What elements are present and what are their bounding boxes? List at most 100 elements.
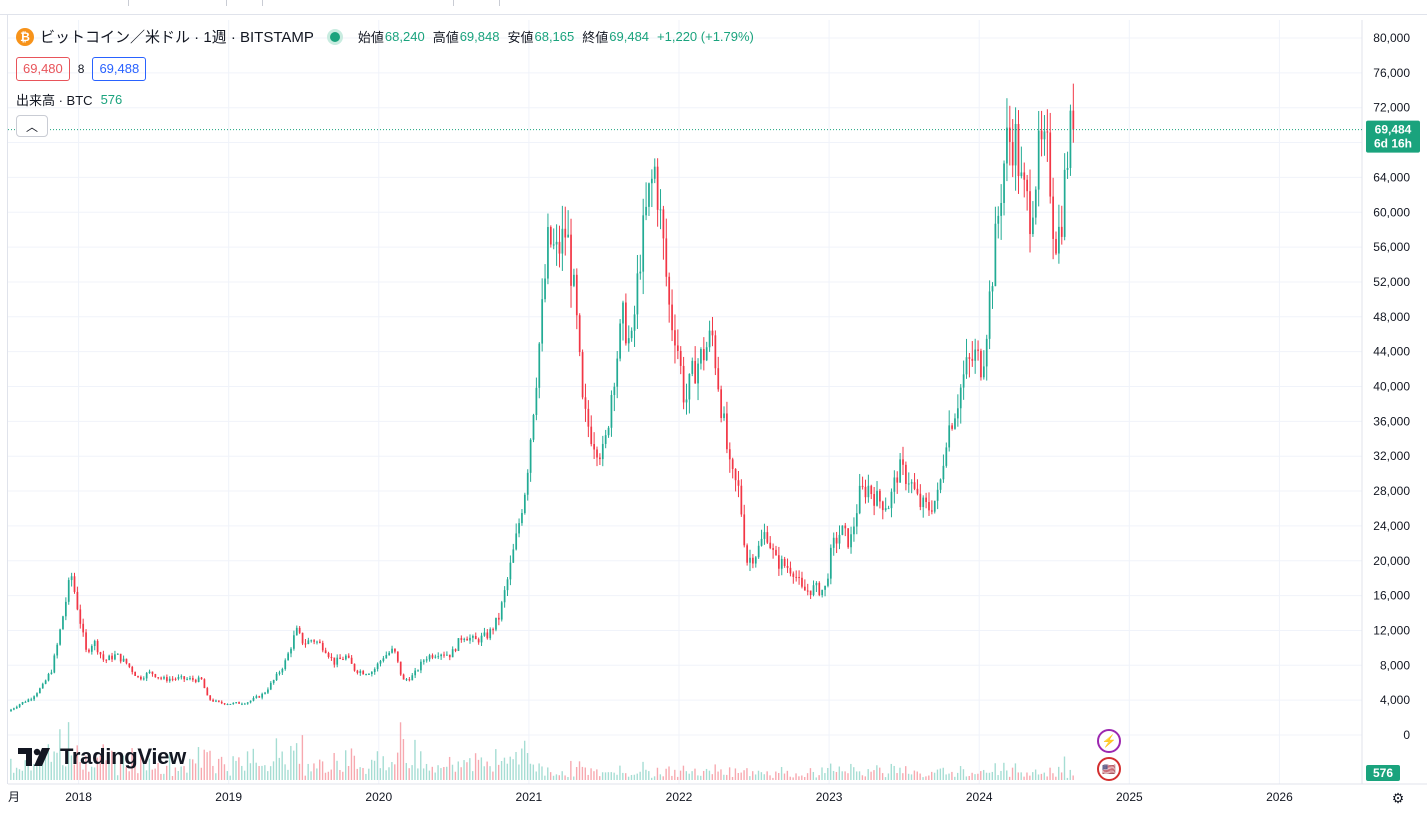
candle-body [370, 671, 373, 674]
candle-body [85, 632, 87, 650]
candle-body [847, 528, 850, 548]
sell-price-button[interactable]: 69,480 [16, 57, 70, 81]
volume-bar [258, 765, 260, 780]
symbol-title[interactable]: ビットコイン／米ドル · 1週 · BITSTAMP [40, 29, 314, 46]
candle-body [578, 315, 581, 353]
volume-bar [549, 772, 552, 780]
event-us-flag-icon[interactable]: 🇺🇸 [1097, 757, 1121, 781]
candle-body [555, 241, 558, 245]
candle-body [792, 573, 795, 577]
x-axis-tick-label: 2019 [215, 790, 242, 804]
candle-body [53, 655, 56, 673]
candle-body [1023, 172, 1026, 180]
candle-body [301, 632, 304, 644]
volume-bar [526, 753, 529, 780]
change-value: +1,220 (+1.79%) [657, 29, 754, 44]
volume-bar [148, 758, 151, 780]
volume-bar [431, 766, 433, 780]
volume-bar [177, 770, 179, 780]
chart-settings-gear-icon[interactable]: ⚙ [1391, 789, 1405, 806]
candle-body [59, 629, 61, 645]
volume-bar [229, 775, 231, 780]
candle-body [916, 488, 919, 494]
candle-body [278, 672, 281, 674]
volume-bar [509, 756, 511, 780]
volume-label[interactable]: 出来高 · BTC [16, 93, 93, 108]
volume-bar [754, 774, 757, 780]
volume-bar [1008, 776, 1011, 780]
volume-bar [910, 774, 913, 780]
volume-bar [388, 767, 390, 780]
volume-bar [166, 765, 168, 780]
volume-bar [437, 765, 439, 780]
candle-body [197, 677, 200, 682]
volume-bar [922, 777, 924, 780]
volume-bar [474, 753, 477, 780]
candle-body [772, 548, 774, 550]
volume-bar [544, 775, 546, 780]
volume-bar [552, 775, 555, 780]
candle-body [385, 654, 388, 659]
volume-value: 576 [100, 92, 123, 107]
volume-bar [864, 776, 866, 780]
candle-body [581, 352, 584, 398]
collapse-legend-button[interactable]: ︿ [16, 115, 48, 137]
candle-body [238, 702, 240, 704]
candle-body [827, 578, 829, 586]
volume-bar [154, 768, 156, 780]
volume-bar [512, 759, 514, 780]
volume-badge-label: 576 [1373, 766, 1393, 780]
volume-bar [905, 766, 907, 780]
volume-bar [235, 760, 237, 780]
candle-body [64, 601, 67, 617]
candle-body [333, 657, 336, 665]
volume-bar [956, 772, 959, 780]
volume-bar [246, 751, 249, 780]
candle-body [448, 654, 451, 658]
volume-bar [24, 760, 26, 780]
volume-bar [1023, 776, 1025, 780]
candle-body [691, 360, 694, 374]
volume-bar [313, 763, 315, 780]
candle-body [905, 464, 907, 484]
candle-body [376, 663, 379, 670]
candle-body [766, 532, 769, 543]
candle-body [457, 638, 460, 651]
candle-body [726, 413, 728, 450]
candle-body [160, 677, 162, 679]
candle-body [180, 676, 183, 678]
volume-bar [982, 769, 985, 780]
volume-bar [965, 776, 968, 780]
candle-body [980, 350, 982, 378]
y-axis-tick-label: 20,000 [1373, 554, 1410, 568]
candle-body [896, 477, 899, 483]
event-bolt-icon[interactable]: ⚡ [1097, 729, 1121, 753]
volume-bar [163, 773, 165, 780]
tradingview-logo[interactable]: TradingView [18, 744, 186, 770]
buy-price-button[interactable]: 69,488 [92, 57, 147, 81]
volume-bar [307, 763, 309, 780]
candle-body [532, 414, 535, 440]
volume-bar [79, 761, 81, 780]
candle-body [529, 439, 532, 473]
candle-body [342, 659, 344, 661]
candle-body [573, 274, 575, 286]
market-status-icon[interactable] [329, 31, 340, 42]
volume-bar [714, 764, 716, 780]
volume-bar [708, 770, 711, 780]
candle-body [798, 577, 800, 579]
volume-bar [304, 775, 306, 780]
volume-bar [899, 767, 901, 780]
candle-body [463, 638, 466, 640]
candle-body [558, 241, 561, 254]
volume-bar [275, 738, 278, 780]
candle-body [928, 502, 930, 511]
candle-body [971, 358, 974, 361]
candle-body [261, 693, 264, 698]
volume-bar [344, 750, 347, 780]
candle-body [151, 671, 154, 675]
volume-bar [994, 763, 996, 780]
candle-body [956, 408, 959, 419]
volume-bar [157, 762, 159, 780]
